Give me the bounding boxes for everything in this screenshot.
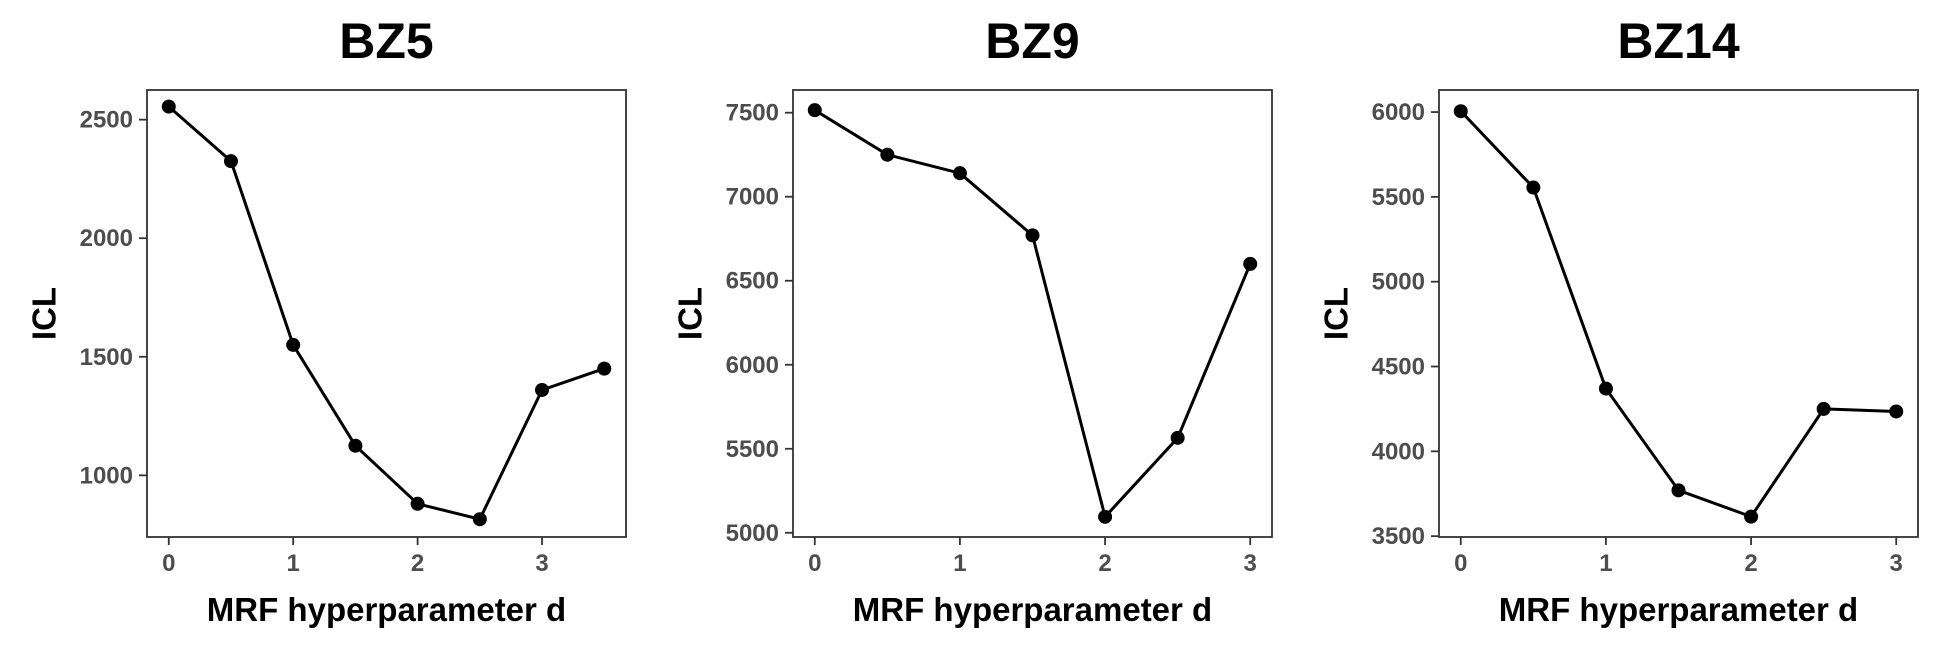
x-axis: 0 1 2 3 bbox=[162, 537, 549, 577]
panel-bz9: BZ9 MRF hyperparameter d ICL 0 1 2 3 5000 55… bbox=[672, 13, 1273, 628]
y-tick-label: 2000 bbox=[80, 225, 133, 252]
y-tick-label: 7000 bbox=[726, 184, 779, 211]
data-point bbox=[1098, 509, 1113, 524]
y-tick-label: 6500 bbox=[726, 268, 779, 295]
data-point bbox=[1025, 228, 1040, 243]
series-line bbox=[167, 105, 605, 521]
x-tick-label: 2 bbox=[411, 550, 424, 577]
x-tick-label: 1 bbox=[1599, 550, 1612, 577]
panel-title: BZ5 bbox=[339, 13, 433, 69]
data-point bbox=[1816, 401, 1831, 416]
data-point bbox=[161, 99, 176, 114]
y-axis-title: ICL bbox=[26, 287, 63, 340]
y-tick-label: 5000 bbox=[726, 520, 779, 547]
y-axis-title: ICL bbox=[672, 287, 709, 340]
data-point bbox=[1243, 256, 1258, 271]
y-tick-label: 1000 bbox=[80, 462, 133, 489]
data-point bbox=[286, 337, 301, 352]
panel-bz5: BZ5 MRF hyperparameter d ICL 0 1 2 3 1000 15… bbox=[26, 13, 627, 628]
x-tick-label: 0 bbox=[1454, 550, 1467, 577]
y-tick-label: 3500 bbox=[1372, 523, 1425, 550]
y-tick-label: 5000 bbox=[1372, 269, 1425, 296]
y-tick-label: 6000 bbox=[1372, 99, 1425, 126]
y-tick-label: 7500 bbox=[726, 100, 779, 127]
x-tick-label: 2 bbox=[1098, 550, 1111, 577]
data-series bbox=[807, 103, 1258, 524]
data-point bbox=[952, 166, 967, 181]
y-tick-label: 4500 bbox=[1372, 354, 1425, 381]
series-line bbox=[1459, 110, 1897, 519]
plot-frame bbox=[1438, 89, 1919, 538]
y-axis-title: ICL bbox=[1318, 287, 1355, 340]
panel-title: BZ9 bbox=[985, 13, 1079, 69]
data-point bbox=[880, 147, 895, 162]
x-tick-label: 0 bbox=[808, 550, 821, 577]
y-tick-label: 5500 bbox=[726, 436, 779, 463]
x-tick-label: 1 bbox=[287, 550, 300, 577]
y-tick-label: 1500 bbox=[80, 344, 133, 371]
data-point bbox=[410, 496, 425, 511]
panel-title: BZ14 bbox=[1617, 13, 1739, 69]
x-tick-label: 3 bbox=[535, 550, 548, 577]
y-axis: 3500 4000 4500 5000 5500 6000 bbox=[1372, 99, 1439, 550]
data-point bbox=[348, 438, 363, 453]
data-point bbox=[223, 154, 238, 169]
panel-bz14: BZ14 MRF hyperparameter d ICL 0 1 2 3 3500 4… bbox=[1318, 13, 1919, 628]
y-tick-label: 6000 bbox=[726, 352, 779, 379]
data-point bbox=[1671, 483, 1686, 498]
data-point bbox=[1889, 404, 1904, 419]
x-tick-label: 0 bbox=[162, 550, 175, 577]
y-axis: 5000 5500 6000 6500 7000 7500 bbox=[726, 100, 793, 547]
data-point bbox=[1453, 104, 1468, 119]
data-point bbox=[807, 103, 822, 118]
data-point bbox=[1744, 509, 1759, 524]
x-tick-label: 3 bbox=[1244, 550, 1257, 577]
y-tick-label: 2500 bbox=[80, 107, 133, 134]
data-series bbox=[161, 99, 612, 527]
x-tick-label: 2 bbox=[1744, 550, 1757, 577]
data-series bbox=[1453, 104, 1904, 524]
x-axis-title: MRF hyperparameter d bbox=[1499, 591, 1858, 628]
data-point bbox=[1598, 381, 1613, 396]
x-axis: 0 1 2 3 bbox=[1454, 537, 1903, 577]
y-axis: 1000 1500 2000 2500 bbox=[80, 107, 147, 489]
y-tick-label: 5500 bbox=[1372, 184, 1425, 211]
plot-frame bbox=[146, 89, 627, 538]
y-tick-label: 4000 bbox=[1372, 438, 1425, 465]
series-line bbox=[814, 108, 1252, 519]
data-point bbox=[472, 512, 487, 527]
data-point bbox=[535, 382, 550, 397]
x-axis: 0 1 2 3 bbox=[808, 537, 1257, 577]
x-tick-label: 1 bbox=[953, 550, 966, 577]
data-point bbox=[1170, 430, 1185, 445]
plot-frame bbox=[792, 89, 1273, 538]
data-point bbox=[597, 361, 612, 376]
x-tick-label: 3 bbox=[1890, 550, 1903, 577]
data-point bbox=[1526, 180, 1541, 195]
x-axis-title: MRF hyperparameter d bbox=[853, 591, 1212, 628]
x-axis-title: MRF hyperparameter d bbox=[207, 591, 566, 628]
